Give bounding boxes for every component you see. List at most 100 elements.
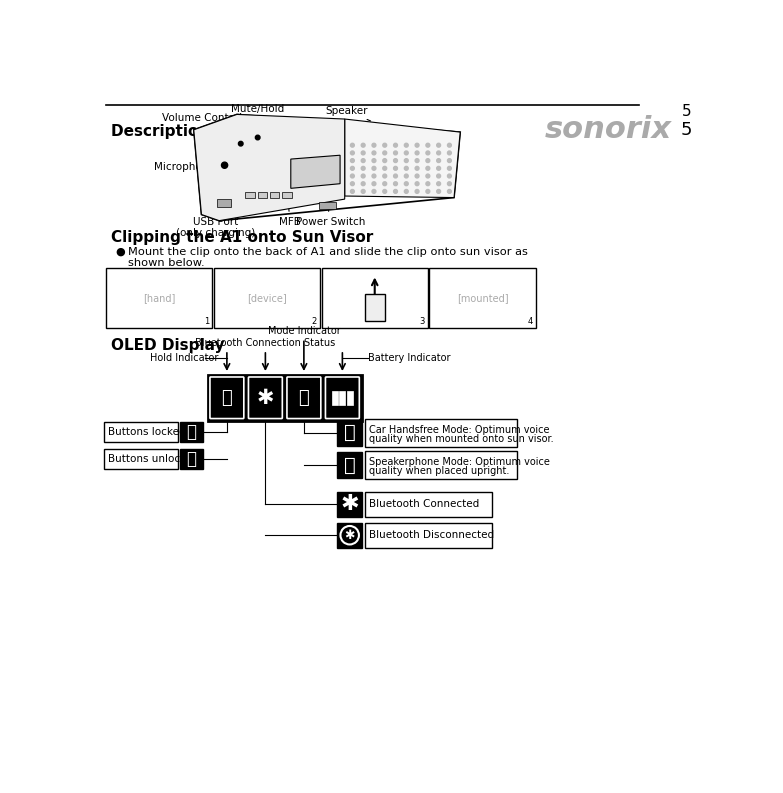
Circle shape <box>448 167 451 170</box>
Circle shape <box>383 174 387 178</box>
Circle shape <box>361 167 365 170</box>
Bar <box>319 202 336 209</box>
Circle shape <box>351 174 355 178</box>
Circle shape <box>394 190 398 193</box>
Circle shape <box>383 159 387 163</box>
Circle shape <box>448 182 451 186</box>
Circle shape <box>372 174 376 178</box>
Bar <box>106 268 212 328</box>
Circle shape <box>448 174 451 178</box>
Bar <box>258 192 267 198</box>
Text: Power Switch: Power Switch <box>296 209 366 227</box>
Circle shape <box>239 141 243 146</box>
Circle shape <box>426 151 430 155</box>
Text: 🔓: 🔓 <box>222 389 233 407</box>
Bar <box>103 449 179 469</box>
Bar <box>365 523 492 548</box>
Bar <box>283 192 291 198</box>
Circle shape <box>383 144 387 147</box>
Text: quality when mounted onto sun visor.: quality when mounted onto sun visor. <box>369 434 553 444</box>
Text: Volume Control: Volume Control <box>162 113 242 142</box>
Bar <box>337 492 363 517</box>
Text: Bluetooth Disconnected: Bluetooth Disconnected <box>369 531 494 540</box>
Circle shape <box>383 151 387 155</box>
Bar <box>270 192 280 198</box>
Text: Mute/Hold: Mute/Hold <box>231 104 284 135</box>
Circle shape <box>448 144 451 147</box>
Circle shape <box>437 144 441 147</box>
Circle shape <box>372 151 376 155</box>
Text: USB Port
(only charging): USB Port (only charging) <box>175 206 255 239</box>
Bar <box>365 492 492 517</box>
Text: 🔊: 🔊 <box>344 456 355 475</box>
Circle shape <box>361 182 365 186</box>
Polygon shape <box>290 155 340 188</box>
Circle shape <box>394 167 398 170</box>
Text: Display: Display <box>341 173 412 183</box>
Text: 🚗: 🚗 <box>344 423 355 442</box>
Circle shape <box>351 190 355 193</box>
Text: shown below.: shown below. <box>128 258 204 267</box>
Circle shape <box>404 151 408 155</box>
Text: Bluetooth Connection Status: Bluetooth Connection Status <box>195 338 335 347</box>
Text: [hand]: [hand] <box>143 293 175 304</box>
Circle shape <box>404 190 408 193</box>
Text: Speakerphone Mode: Optimum voice: Speakerphone Mode: Optimum voice <box>369 457 550 467</box>
Circle shape <box>404 167 408 170</box>
Circle shape <box>415 167 419 170</box>
Circle shape <box>437 174 441 178</box>
Text: Speaker: Speaker <box>326 105 370 121</box>
FancyBboxPatch shape <box>248 377 283 419</box>
Bar <box>332 391 337 404</box>
Circle shape <box>437 151 441 155</box>
Text: ✱: ✱ <box>345 529 355 542</box>
Text: [device]: [device] <box>247 293 287 304</box>
Circle shape <box>222 162 228 168</box>
Circle shape <box>361 174 365 178</box>
FancyBboxPatch shape <box>326 377 359 419</box>
Text: OLED Display: OLED Display <box>110 338 224 353</box>
Bar <box>365 419 518 447</box>
Circle shape <box>437 182 441 186</box>
Bar <box>103 422 179 442</box>
Text: 5: 5 <box>681 121 692 139</box>
Circle shape <box>437 190 441 193</box>
Circle shape <box>372 144 376 147</box>
Circle shape <box>361 159 365 163</box>
Text: quality when placed upright.: quality when placed upright. <box>369 466 509 477</box>
Circle shape <box>351 151 355 155</box>
Circle shape <box>372 167 376 170</box>
Circle shape <box>426 190 430 193</box>
Bar <box>337 523 363 548</box>
Circle shape <box>383 182 387 186</box>
Circle shape <box>426 167 430 170</box>
Bar <box>214 268 320 328</box>
Circle shape <box>372 190 376 193</box>
Bar <box>337 420 363 446</box>
FancyBboxPatch shape <box>210 377 244 419</box>
Circle shape <box>394 144 398 147</box>
Bar <box>365 451 518 480</box>
Circle shape <box>361 151 365 155</box>
Bar <box>337 453 363 478</box>
Text: [mounted]: [mounted] <box>456 293 508 304</box>
Circle shape <box>383 167 387 170</box>
Circle shape <box>426 144 430 147</box>
FancyBboxPatch shape <box>287 377 321 419</box>
Circle shape <box>415 159 419 163</box>
Circle shape <box>255 135 260 140</box>
Text: ✱: ✱ <box>257 388 274 408</box>
Text: Description of Parts: Description of Parts <box>110 125 281 140</box>
Circle shape <box>372 159 376 163</box>
Text: Clipping the A1 onto Sun Visor: Clipping the A1 onto Sun Visor <box>110 230 373 245</box>
Circle shape <box>394 159 398 163</box>
Circle shape <box>415 182 419 186</box>
Circle shape <box>448 159 451 163</box>
Circle shape <box>426 174 430 178</box>
Bar <box>180 449 203 469</box>
Circle shape <box>415 174 419 178</box>
Text: ●: ● <box>115 247 125 257</box>
Circle shape <box>426 182 430 186</box>
Text: 🚗: 🚗 <box>298 389 309 407</box>
Text: 2: 2 <box>312 317 317 326</box>
